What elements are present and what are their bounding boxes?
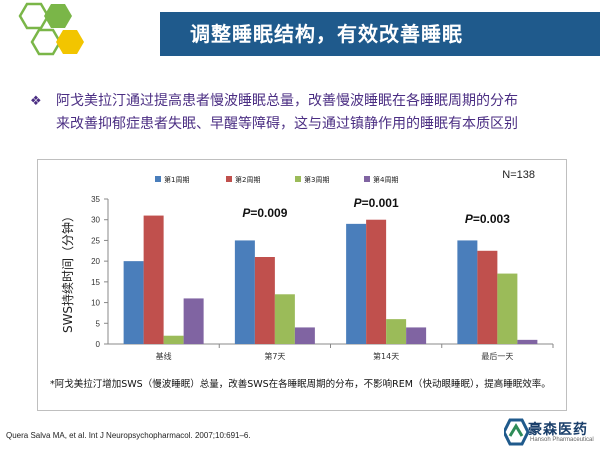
x-tick-label: 第7天: [264, 351, 285, 361]
y-tick-label: 30: [91, 216, 100, 225]
x-tick-label: 最后一天: [481, 351, 513, 361]
brand-logo-icon: [504, 418, 530, 446]
p-value-number: =0.003: [473, 212, 510, 226]
y-tick-label: 5: [96, 319, 101, 328]
bullet-marker-icon: ❖: [30, 94, 42, 109]
footnote: *阿戈美拉汀增加SWS（慢波睡眠）总量，改善SWS在各睡眠周期的分布，不影响RE…: [50, 379, 551, 390]
x-tick-label: 基线: [156, 351, 172, 361]
legend-label-2: 第2周期: [235, 175, 260, 184]
reference-citation: Quera Salva MA, et al. Int J Neuropsycho…: [6, 431, 251, 440]
bar-1-3: [163, 335, 184, 344]
legend-swatch-2: [226, 176, 232, 182]
brand-name: 豪森医药: [528, 422, 588, 438]
bar-2-2: [254, 257, 275, 344]
y-tick-label: 35: [91, 195, 100, 204]
p-value-number: =0.001: [362, 196, 399, 210]
bullet-point: ❖ 阿戈美拉汀通过提高患者慢波睡眠总量，改善慢波睡眠在各睡眠周期的分布 来改善抑…: [30, 90, 590, 136]
bar-2-3: [274, 294, 295, 344]
bar-1-1: [123, 261, 144, 344]
page-title: 调整睡眠结构，有效改善睡眠: [160, 12, 600, 56]
bar-4-3: [497, 273, 518, 344]
p-value-annotation: P=0.003: [465, 212, 510, 226]
bar-4-4: [517, 339, 538, 344]
legend-swatch-1: [155, 176, 161, 182]
chart-container: 0 5 10 15 20 25 30 35 SWS持续时间（分钟） 基线 第7天 第14天 最后一天 P=…: [37, 159, 567, 411]
bar-3-3: [386, 319, 407, 344]
p-value-symbol: P: [465, 212, 474, 226]
bar-3-2: [366, 219, 387, 344]
bar-4-2: [477, 250, 498, 344]
p-value-symbol: P: [242, 206, 251, 220]
bar-2-1: [234, 240, 255, 344]
bullet-line-1: 阿戈美拉汀通过提高患者慢波睡眠总量，改善慢波睡眠在各睡眠周期的分布: [56, 93, 518, 109]
legend-swatch-3: [295, 176, 301, 182]
p-value-annotation: P=0.001: [354, 196, 399, 210]
y-tick-label: 10: [91, 299, 100, 308]
legend-label-4: 第4周期: [373, 175, 398, 184]
bullet-line-2: 来改善抑郁症患者失眠、早醒等障碍，这与通过镇静作用的睡眠有本质区别: [56, 116, 518, 132]
y-tick-label: 20: [91, 257, 100, 266]
bar-1-4: [183, 298, 204, 344]
legend-label-3: 第3周期: [304, 175, 329, 184]
y-tick-label: 0: [96, 340, 101, 349]
bar-1-2: [143, 215, 164, 344]
y-tick-label: 15: [91, 278, 100, 287]
p-value-annotation: P=0.009: [242, 206, 287, 220]
hexagon-logo: [18, 2, 84, 56]
p-value-number: =0.009: [250, 206, 287, 220]
x-tick-label: 第14天: [373, 351, 399, 361]
legend-swatch-4: [364, 176, 370, 182]
bar-4-1: [457, 240, 478, 344]
sample-size-label: N=138: [502, 169, 535, 181]
bar-2-4: [294, 327, 315, 344]
bar-3-4: [406, 327, 427, 344]
y-axis-label: SWS持续时间（分钟）: [60, 210, 75, 333]
legend-label-1: 第1周期: [164, 175, 189, 184]
y-tick-label: 25: [91, 236, 100, 245]
bar-3-1: [346, 223, 367, 344]
brand-subtitle: Hansoh Pharmaceutical: [530, 437, 594, 443]
p-value-symbol: P: [354, 196, 363, 210]
